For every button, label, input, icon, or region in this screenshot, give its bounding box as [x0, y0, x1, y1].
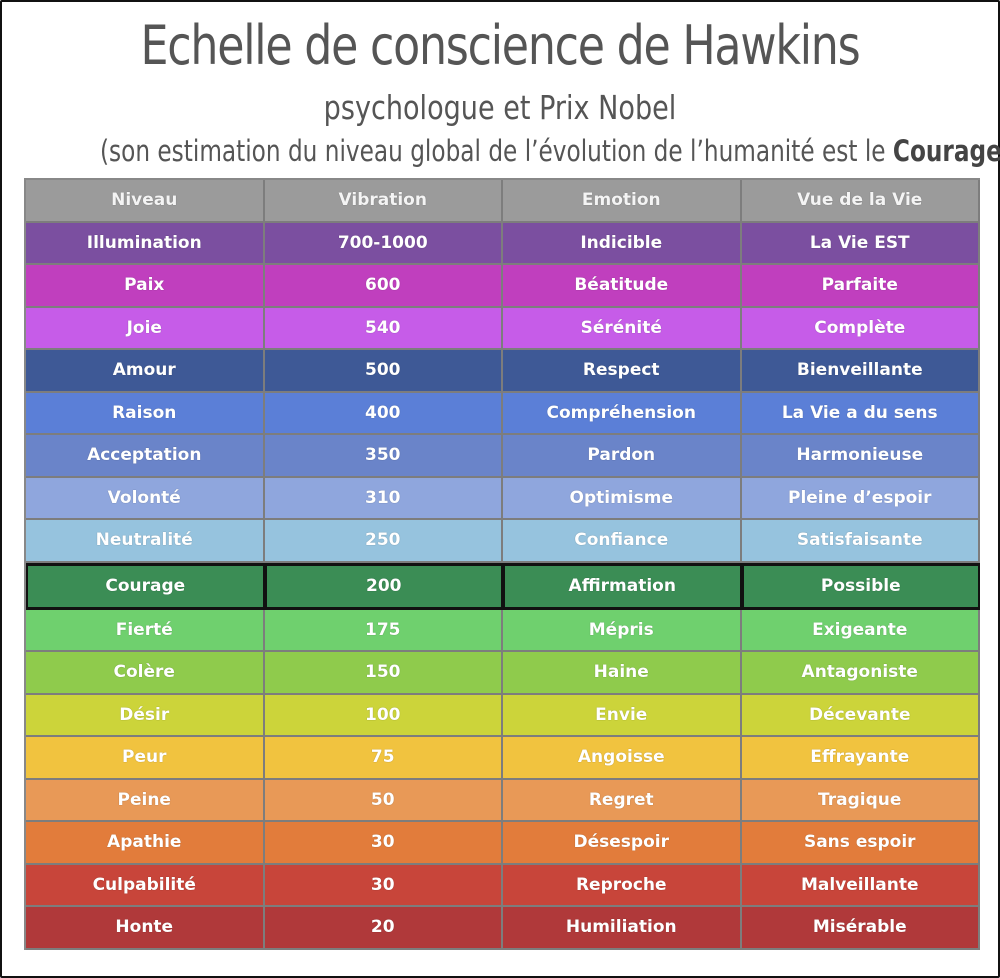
header-vibration: Vibration	[264, 180, 503, 223]
cell-emotion: Confiance	[503, 520, 742, 563]
cell-niveau: Désir	[26, 694, 265, 737]
cell-vibration: 540	[264, 307, 503, 350]
cell-emotion: Envie	[503, 694, 742, 737]
cell-emotion: Optimisme	[503, 477, 742, 520]
note-emphasis: Courage	[892, 134, 1000, 168]
table-row: Paix 600 Béatitude Parfaite	[26, 265, 980, 308]
page-subtitle: psychologue et Prix Nobel	[323, 88, 677, 127]
cell-vibration: 500	[264, 350, 503, 393]
consciousness-scale-table: Niveau Vibration Emotion Vue de la Vie I…	[24, 178, 980, 950]
cell-vue-de-la-vie: Parfaite	[741, 265, 980, 308]
table-row: Culpabilité 30 Reproche Malveillante	[26, 864, 980, 907]
cell-emotion: Humiliation	[503, 907, 742, 950]
cell-niveau: Amour	[26, 350, 265, 393]
cell-vibration: 350	[264, 435, 503, 478]
cell-vibration: 30	[264, 864, 503, 907]
cell-emotion: Sérénité	[503, 307, 742, 350]
header-vue-de-la-vie: Vue de la Vie	[741, 180, 980, 223]
table-row: Fierté 175 Mépris Exigeante	[26, 609, 980, 652]
cell-niveau: Raison	[26, 392, 265, 435]
page-title: Echelle de conscience de Hawkins	[140, 14, 861, 77]
cell-niveau: Peine	[26, 779, 265, 822]
cell-emotion: Haine	[503, 652, 742, 695]
cell-vue-de-la-vie: Harmonieuse	[741, 435, 980, 478]
cell-vue-de-la-vie: Tragique	[741, 779, 980, 822]
cell-vue-de-la-vie: Exigeante	[741, 609, 980, 652]
cell-vibration: 100	[264, 694, 503, 737]
cell-niveau: Honte	[26, 907, 265, 950]
cell-vue-de-la-vie: Décevante	[741, 694, 980, 737]
cell-emotion: Reproche	[503, 864, 742, 907]
cell-vue-de-la-vie: Pleine d’espoir	[741, 477, 980, 520]
cell-niveau: Volonté	[26, 477, 265, 520]
table-row: Peine 50 Regret Tragique	[26, 779, 980, 822]
table-row: Apathie 30 Désespoir Sans espoir	[26, 822, 980, 865]
cell-niveau: Fierté	[26, 609, 265, 652]
cell-niveau: Peur	[26, 737, 265, 780]
table-row: Acceptation 350 Pardon Harmonieuse	[26, 435, 980, 478]
cell-vue-de-la-vie: Sans espoir	[741, 822, 980, 865]
cell-niveau: Acceptation	[26, 435, 265, 478]
cell-emotion: Compréhension	[503, 392, 742, 435]
page-note: (son estimation du niveau global de l’év…	[100, 134, 1000, 168]
cell-niveau: Neutralité	[26, 520, 265, 563]
cell-emotion: Affirmation	[503, 562, 742, 610]
cell-niveau: Apathie	[26, 822, 265, 865]
cell-vibration: 30	[264, 822, 503, 865]
table-header-row: Niveau Vibration Emotion Vue de la Vie	[26, 180, 980, 223]
cell-niveau: Colère	[26, 652, 265, 695]
table-row: Illumination 700-1000 Indicible La Vie EST	[26, 222, 980, 265]
table-row: Peur 75 Angoisse Effrayante	[26, 737, 980, 780]
table-body: Illumination 700-1000 Indicible La Vie EST P…	[26, 222, 980, 950]
table-row: Honte 20 Humiliation Misérable	[26, 907, 980, 950]
cell-emotion: Mépris	[503, 609, 742, 652]
table-row: Neutralité 250 Confiance Satisfaisante	[26, 520, 980, 563]
table-row: Raison 400 Compréhension La Vie a du sens	[26, 392, 980, 435]
table-row: Désir 100 Envie Décevante	[26, 694, 980, 737]
cell-niveau: Joie	[26, 307, 265, 350]
cell-vibration: 200	[264, 562, 503, 610]
table-row: Colère 150 Haine Antagoniste	[26, 652, 980, 695]
cell-vue-de-la-vie: Bienveillante	[741, 350, 980, 393]
table-row: Volonté 310 Optimisme Pleine d’espoir	[26, 477, 980, 520]
header-emotion: Emotion	[503, 180, 742, 223]
cell-vibration: 250	[264, 520, 503, 563]
table-row: Joie 540 Sérénité Complète	[26, 307, 980, 350]
cell-emotion: Angoisse	[503, 737, 742, 780]
cell-niveau: Courage	[26, 562, 265, 610]
cell-vibration: 150	[264, 652, 503, 695]
cell-vue-de-la-vie: Complète	[741, 307, 980, 350]
cell-vibration: 75	[264, 737, 503, 780]
cell-vue-de-la-vie: Effrayante	[741, 737, 980, 780]
table-row: Courage 200 Affirmation Possible	[26, 562, 980, 610]
cell-vue-de-la-vie: Possible	[741, 562, 980, 610]
cell-vue-de-la-vie: La Vie EST	[741, 222, 980, 265]
header-niveau: Niveau	[26, 180, 265, 223]
cell-vue-de-la-vie: Malveillante	[741, 864, 980, 907]
cell-emotion: Pardon	[503, 435, 742, 478]
cell-emotion: Respect	[503, 350, 742, 393]
cell-vibration: 20	[264, 907, 503, 950]
cell-niveau: Illumination	[26, 222, 265, 265]
cell-vibration: 400	[264, 392, 503, 435]
cell-emotion: Désespoir	[503, 822, 742, 865]
note-prefix: (son estimation du niveau global de l’év…	[100, 134, 893, 168]
cell-vibration: 175	[264, 609, 503, 652]
cell-niveau: Paix	[26, 265, 265, 308]
cell-vibration: 700-1000	[264, 222, 503, 265]
cell-emotion: Regret	[503, 779, 742, 822]
cell-emotion: Indicible	[503, 222, 742, 265]
cell-vue-de-la-vie: La Vie a du sens	[741, 392, 980, 435]
table-row: Amour 500 Respect Bienveillante	[26, 350, 980, 393]
cell-niveau: Culpabilité	[26, 864, 265, 907]
cell-vibration: 50	[264, 779, 503, 822]
cell-emotion: Béatitude	[503, 265, 742, 308]
cell-vue-de-la-vie: Misérable	[741, 907, 980, 950]
cell-vue-de-la-vie: Satisfaisante	[741, 520, 980, 563]
cell-vue-de-la-vie: Antagoniste	[741, 652, 980, 695]
cell-vibration: 600	[264, 265, 503, 308]
cell-vibration: 310	[264, 477, 503, 520]
